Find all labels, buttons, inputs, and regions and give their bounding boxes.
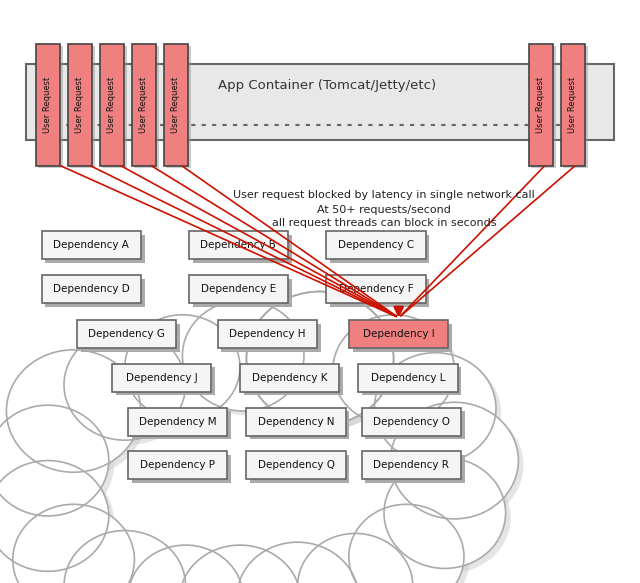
Bar [81,324,180,352]
Bar [365,411,465,439]
Text: Dependency J: Dependency J [125,373,198,383]
Bar [353,324,452,352]
Bar [250,411,349,439]
Text: User Request: User Request [172,77,180,133]
Text: User Request: User Request [108,77,116,133]
Bar [132,44,156,166]
Bar [365,455,465,483]
Text: User Request: User Request [44,77,52,133]
Bar [561,44,585,166]
Bar [330,235,429,263]
Text: Dependency O: Dependency O [372,416,450,427]
Bar [218,320,317,348]
Bar [189,275,288,303]
Bar [326,275,426,303]
Text: User Request: User Request [76,77,84,133]
Bar [102,46,127,168]
Text: Dependency I: Dependency I [362,329,435,339]
Text: Dependency F: Dependency F [339,284,413,294]
Bar [189,231,288,259]
Text: App Container (Tomcat/Jetty/etc): App Container (Tomcat/Jetty/etc) [218,79,436,92]
Bar [193,235,292,263]
Bar [362,367,461,395]
Bar [246,451,346,479]
Bar [36,44,60,166]
Bar [164,44,188,166]
Text: Dependency L: Dependency L [371,373,445,383]
Bar [38,46,63,168]
Text: Dependency M: Dependency M [139,416,216,427]
Bar [100,44,124,166]
Bar [45,279,145,307]
Text: Dependency K: Dependency K [252,373,327,383]
Bar [112,364,211,392]
Text: Dependency N: Dependency N [258,416,334,427]
Bar [531,46,556,168]
Bar [529,44,553,166]
Bar [240,364,339,392]
Text: Dependency D: Dependency D [53,284,129,294]
Bar [132,455,231,483]
Bar [26,64,614,140]
Text: Dependency A: Dependency A [53,240,129,251]
Bar [134,46,159,168]
Bar [563,46,588,168]
Bar [193,279,292,307]
Bar [132,411,231,439]
Bar [330,279,429,307]
Text: Dependency H: Dependency H [229,329,305,339]
Text: Dependency P: Dependency P [140,460,215,470]
Bar [128,408,227,436]
Bar [326,231,426,259]
Text: User request blocked by latency in single network call: User request blocked by latency in singl… [233,190,535,201]
Bar [77,320,176,348]
Text: Dependency E: Dependency E [201,284,276,294]
Text: all request threads can block in seconds: all request threads can block in seconds [272,217,496,228]
Text: Dependency G: Dependency G [88,329,165,339]
Bar [358,364,458,392]
Bar [250,455,349,483]
Text: User Request: User Request [140,77,148,133]
Bar [45,235,145,263]
Bar [221,324,321,352]
Text: User Request: User Request [536,77,545,133]
Text: Dependency B: Dependency B [200,240,276,251]
Bar [42,275,141,303]
Bar [68,44,92,166]
Text: At 50+ requests/second: At 50+ requests/second [317,205,451,215]
Bar [116,367,215,395]
Bar [246,408,346,436]
Bar [362,451,461,479]
Bar [42,231,141,259]
Text: Dependency C: Dependency C [338,240,414,251]
Bar [166,46,191,168]
Bar [128,451,227,479]
Text: User Request: User Request [568,77,577,133]
Bar [349,320,448,348]
Bar [70,46,95,168]
Text: Dependency Q: Dependency Q [257,460,335,470]
Bar [244,367,343,395]
Bar [362,408,461,436]
Text: Dependency R: Dependency R [373,460,449,470]
